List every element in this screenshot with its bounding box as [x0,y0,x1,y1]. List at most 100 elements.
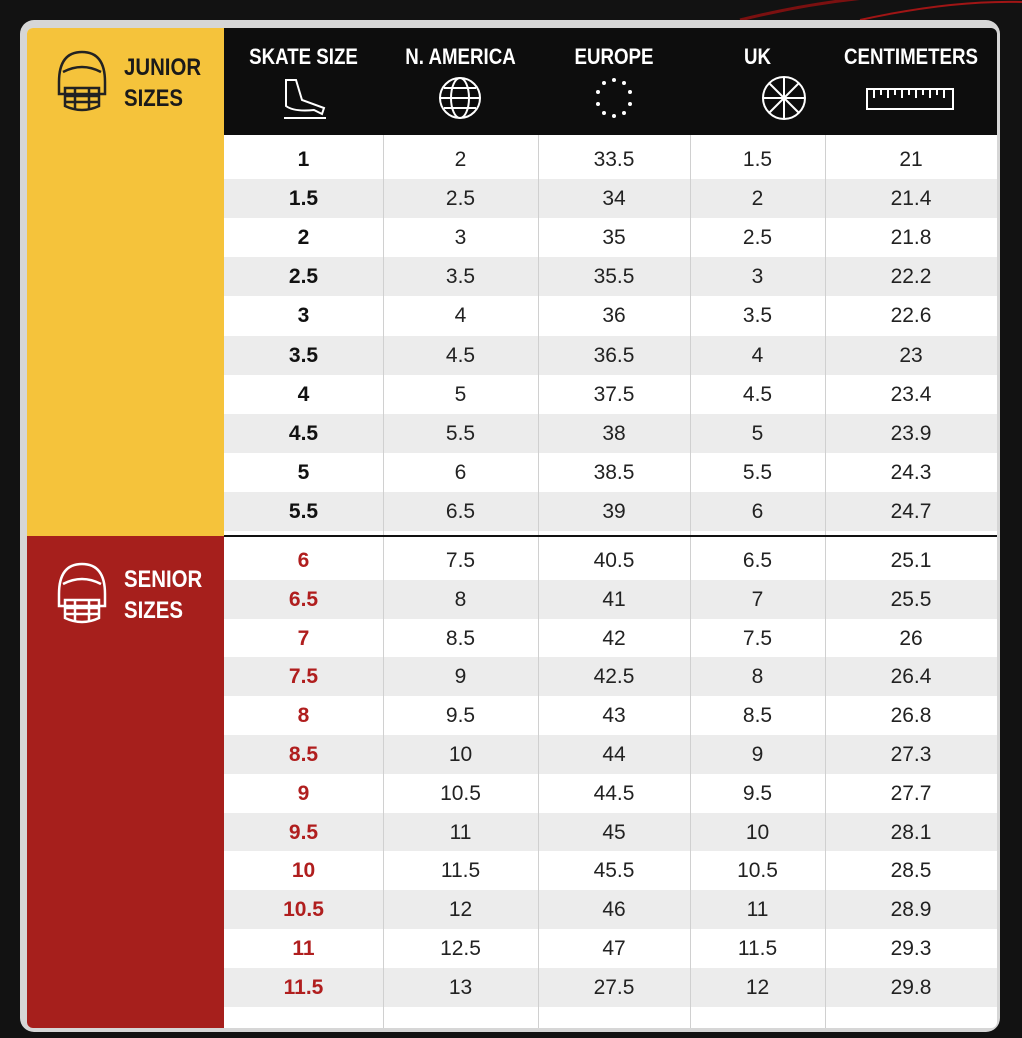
size-value: 45 [602,820,626,844]
size-value: 46 [602,898,626,922]
size-value: 36 [602,304,626,328]
size-value: 10 [448,743,473,766]
senior-panel [27,536,224,1028]
column-divider [383,135,384,1028]
size-value: 9 [751,743,764,766]
size-value: 11.5 [737,937,778,960]
size-value: 29.3 [890,937,932,960]
size-value: 42 [602,626,626,650]
size-value: 21.4 [890,187,932,211]
size-value: 34 [602,187,626,211]
size-value: 2.5 [445,187,476,211]
skate-size: 10.5 [283,898,324,922]
skate-size: 8 [297,704,310,728]
size-value: 9.5 [742,781,773,805]
size-value: 22.6 [890,304,932,328]
size-value: 8 [454,587,467,611]
size-value: 2.5 [742,226,773,250]
size-value: 2 [454,148,467,171]
table-row [224,218,997,258]
skate-size: 11.5 [283,975,324,999]
size-value: 11 [449,820,472,844]
size-value: 10 [745,820,770,844]
size-value: 47 [602,937,626,960]
skate-size: 6.5 [288,587,319,611]
size-value: 27.3 [890,743,932,766]
group-divider [224,535,997,537]
column-divider [690,135,691,1028]
table-row [224,452,997,492]
skate-size: 11 [292,937,315,960]
size-value: 35.5 [593,265,635,289]
size-value: 39 [602,499,626,523]
table-row [224,335,997,375]
skate-size: 10 [291,859,316,883]
size-value: 4 [751,343,764,367]
size-value: 44.5 [593,781,635,805]
size-value: 23.4 [890,382,932,406]
size-value: 8.5 [742,704,773,728]
column-header: CENTIMETERS [843,44,979,69]
size-value: 27.5 [593,975,635,999]
skate-size: 2 [297,226,310,250]
table-row [224,140,997,180]
size-value: 24.3 [890,460,932,484]
column-divider [825,135,826,1028]
size-value: 12 [745,975,770,999]
size-value: 38.5 [593,460,635,484]
size-value: 21.8 [890,226,932,250]
size-value: 9 [454,665,467,689]
size-value: 3 [454,226,467,250]
size-value: 6.5 [445,499,476,523]
size-value: 8.5 [445,626,476,650]
size-value: 36.5 [593,343,635,367]
size-value: 6.5 [742,549,773,572]
group-label: JUNIOR SIZES [124,54,202,112]
size-value: 42.5 [593,665,635,689]
size-value: 13 [448,975,473,999]
group-label: SENIOR SIZES [124,566,203,624]
senior-helmet-icon [57,562,107,624]
table-row [224,890,997,929]
skate-size: 7.5 [288,665,319,689]
size-value: 4.5 [742,382,773,406]
size-value: 25.5 [890,587,932,611]
size-value: 5.5 [742,460,773,484]
table-row [224,773,997,813]
table-row [224,929,997,968]
skate-size: 4 [297,382,310,406]
skate-size: 8.5 [288,743,319,766]
size-value: 35 [602,226,626,250]
size-value: 3.5 [742,304,773,328]
size-value: 4.5 [445,343,476,367]
size-value: 28.5 [890,859,932,883]
skate-size: 5 [297,460,310,484]
size-value: 23.9 [890,421,932,445]
size-value: 45.5 [593,859,635,883]
size-value: 5 [751,421,764,445]
size-value: 41 [602,587,626,611]
size-value: 5.5 [445,421,476,445]
column-divider [538,135,539,1028]
size-value: 11 [746,898,769,922]
size-value: 40.5 [593,549,635,572]
table-row [224,812,997,852]
skate-size: 9 [297,781,310,805]
size-value: 7.5 [445,549,476,572]
junior-panel [27,28,224,536]
size-value: 44 [602,743,626,766]
skate-size: 4.5 [288,421,319,445]
size-value: 5 [454,382,467,406]
size-value: 7 [751,587,764,611]
size-value: 33.5 [593,148,635,171]
column-header: N. AMERICA [405,44,516,69]
skate-size: 6 [297,549,310,572]
table-row [224,851,997,891]
table-row [224,374,997,414]
table-row [224,735,997,774]
size-value: 7.5 [742,626,773,650]
header-bar [224,28,997,135]
size-value: 21 [899,148,923,171]
